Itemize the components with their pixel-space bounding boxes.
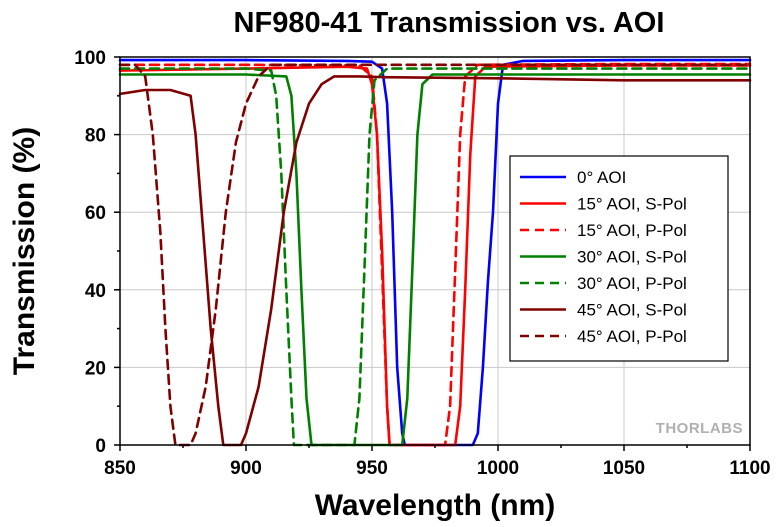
y-tick-label: 100	[74, 48, 106, 69]
x-tick-label: 1000	[477, 458, 519, 479]
y-axis-label: Transmission (%)	[8, 127, 41, 375]
x-axis-label: Wavelength (nm)	[315, 489, 556, 522]
legend: 0° AOI 15° AOI, S-Pol 15° AOI, P-Pol 30° AO…	[509, 155, 729, 362]
series-line-7	[118, 63, 752, 447]
legend-entry-label: 45° AOI, S-Pol	[577, 301, 687, 320]
x-tick-label: 850	[104, 458, 136, 479]
axis-ticks: 850 900 950 1000 1050 1100 0 20 40 60 80 100	[74, 48, 770, 479]
legend-entry-label: 30° AOI, S-Pol	[577, 248, 687, 267]
y-tick-label: 20	[85, 358, 106, 379]
y-tick-label: 60	[85, 203, 106, 224]
x-tick-label: 1100	[729, 458, 770, 479]
y-tick-label: 80	[85, 126, 106, 147]
legend-entry-label: 15° AOI, S-Pol	[577, 195, 687, 214]
legend-entry-label: 45° AOI, P-Pol	[577, 327, 687, 346]
legend-entry-label: 0° AOI	[577, 168, 626, 187]
y-tick-label: 40	[85, 281, 106, 302]
x-tick-label: 900	[230, 458, 262, 479]
legend-box	[509, 155, 729, 362]
x-tick-label: 950	[356, 458, 388, 479]
series-line-6	[118, 75, 752, 447]
legend-entry-label: 15° AOI, P-Pol	[577, 221, 687, 240]
legend-entry-label: 30° AOI, P-Pol	[577, 274, 687, 293]
watermark-logo: THORLABS	[656, 420, 743, 437]
x-tick-label: 1050	[603, 458, 645, 479]
chart-title: NF980-41 Transmission vs. AOI	[234, 7, 665, 39]
y-tick-label: 0	[95, 436, 106, 457]
